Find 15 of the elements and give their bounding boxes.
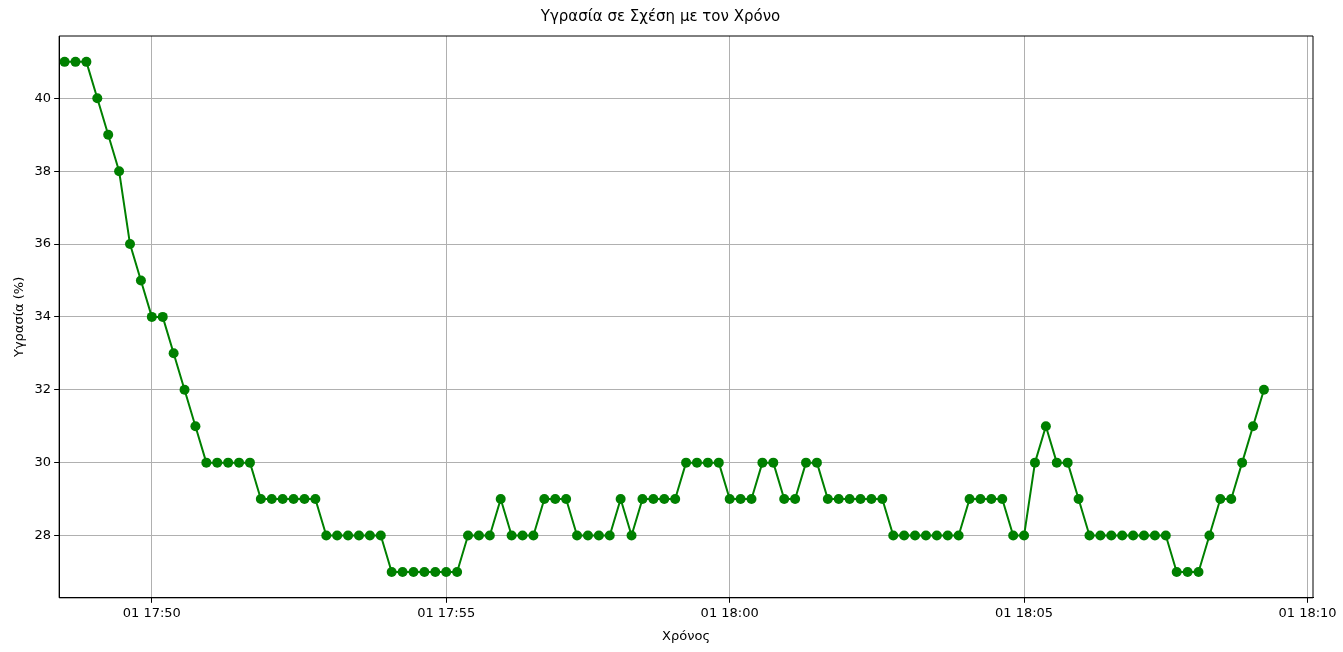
x-tick-label: 01 18:00 — [700, 604, 759, 620]
y-tick-label: 32 — [34, 381, 52, 397]
y-tick-label: 40 — [34, 89, 52, 105]
x-tick-label: 01 17:50 — [122, 604, 181, 620]
y-axis-title: Υγρασία (%) — [11, 276, 27, 359]
x-axis-title: Χρόνος — [662, 627, 711, 643]
x-tick-label: 01 17:55 — [417, 604, 476, 620]
y-tick-label: 30 — [34, 454, 52, 470]
y-tick-label: 34 — [34, 308, 52, 324]
y-tick-label: 28 — [34, 526, 52, 542]
y-tick-label: 36 — [34, 235, 52, 251]
chart-title: Υγρασία σε Σχέση με τον Χρόνο — [539, 6, 781, 25]
x-tick-label: 01 18:10 — [1278, 604, 1337, 620]
x-tick-label: 01 18:05 — [995, 604, 1054, 620]
y-tick-label: 38 — [34, 162, 52, 178]
